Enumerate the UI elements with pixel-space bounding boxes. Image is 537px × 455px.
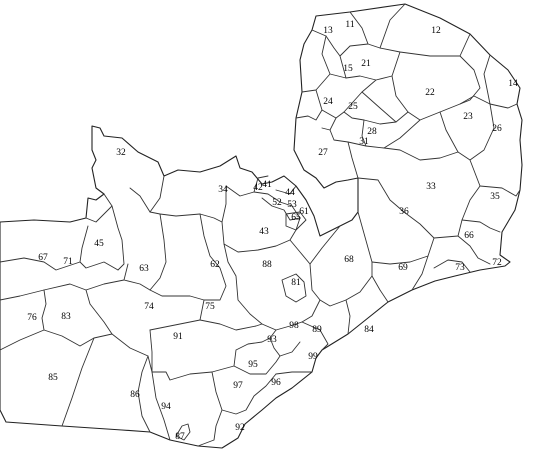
region-label-32: 32 <box>116 148 126 158</box>
region-label-72: 72 <box>492 258 502 268</box>
region-label-22: 22 <box>425 88 435 98</box>
region-label-94: 94 <box>161 402 171 412</box>
region-label-14: 14 <box>508 79 518 89</box>
region-label-35: 35 <box>490 192 500 202</box>
region-label-99: 99 <box>308 352 318 362</box>
region-label-42: 42 <box>253 183 263 193</box>
region-label-66: 66 <box>464 231 474 241</box>
region-label-21: 21 <box>361 59 371 69</box>
region-label-81: 81 <box>291 278 301 288</box>
region-label-69: 69 <box>398 263 408 273</box>
region-label-73: 73 <box>455 263 465 273</box>
region-label-36: 36 <box>399 207 409 217</box>
region-label-13: 13 <box>323 26 333 36</box>
region-label-12: 12 <box>431 26 441 36</box>
region-label-27: 27 <box>318 148 328 158</box>
region-label-88: 88 <box>262 260 272 270</box>
region-label-25: 25 <box>348 102 358 112</box>
region-label-68: 68 <box>344 255 354 265</box>
region-label-92: 92 <box>235 423 245 433</box>
region-label-45: 45 <box>94 239 104 249</box>
region-label-87: 87 <box>175 432 185 442</box>
region-label-43: 43 <box>259 227 269 237</box>
region-label-41: 41 <box>262 180 272 190</box>
region-label-93: 93 <box>267 335 277 345</box>
region-label-24: 24 <box>323 97 333 107</box>
region-label-71: 71 <box>63 257 73 267</box>
region-label-86: 86 <box>130 390 140 400</box>
region-label-34: 34 <box>218 185 228 195</box>
region-label-83: 83 <box>61 312 71 322</box>
region-label-89: 89 <box>312 325 322 335</box>
region-label-76: 76 <box>27 313 37 323</box>
region-label-98: 98 <box>289 321 299 331</box>
region-label-44: 44 <box>285 188 295 198</box>
region-label-67: 67 <box>38 253 48 263</box>
region-label-52: 52 <box>272 198 282 208</box>
region-label-75: 75 <box>205 302 215 312</box>
region-label-15: 15 <box>343 64 353 74</box>
region-label-26: 26 <box>492 124 502 134</box>
region-label-31: 31 <box>359 137 369 147</box>
region-label-63: 63 <box>139 264 149 274</box>
region-label-91: 91 <box>173 332 183 342</box>
region-label-97: 97 <box>233 381 243 391</box>
region-label-96: 96 <box>271 378 281 388</box>
region-label-28: 28 <box>367 127 377 137</box>
country-outline <box>0 3 523 449</box>
region-label-23: 23 <box>463 112 473 122</box>
region-label-53: 53 <box>287 200 297 210</box>
region-label-11: 11 <box>345 20 354 30</box>
region-label-84: 84 <box>364 325 374 335</box>
region-label-95: 95 <box>248 360 258 370</box>
region-label-61: 61 <box>299 207 309 217</box>
region-boundaries <box>0 3 521 447</box>
region-label-65: 65 <box>291 213 301 223</box>
region-label-62: 62 <box>210 260 220 270</box>
region-label-33: 33 <box>426 182 436 192</box>
region-label-74: 74 <box>144 302 154 312</box>
region-label-85: 85 <box>48 373 58 383</box>
